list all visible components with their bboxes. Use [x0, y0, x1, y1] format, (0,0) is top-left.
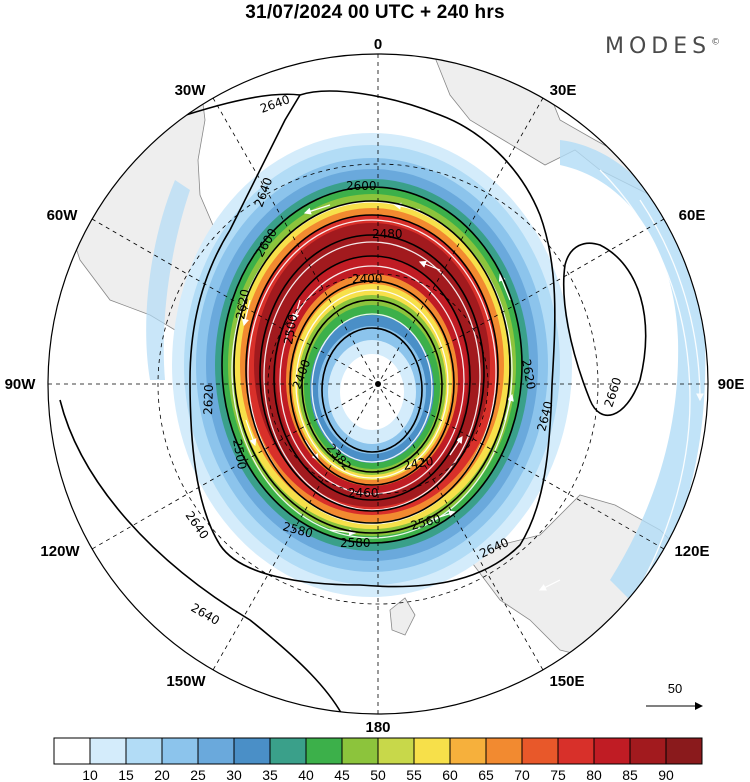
- contour-2580: [233, 200, 511, 534]
- contour-label: 2480: [372, 227, 403, 241]
- lon-label-60w: 60W: [47, 207, 79, 224]
- lon-label-120e: 120E: [674, 543, 709, 560]
- contour-2400: [301, 299, 443, 473]
- contour-label: 2580: [340, 536, 371, 550]
- reference-vector-label: 50: [668, 681, 682, 696]
- map-border: [47, 53, 709, 715]
- chart-title: 31/07/2024 00 UTC + 240 hrs: [245, 2, 505, 23]
- contour-label: 2500: [230, 438, 249, 471]
- contour-label: 2460: [348, 486, 379, 500]
- lon-label-150e: 150E: [549, 673, 584, 690]
- contour-label: 2620: [233, 288, 252, 321]
- geopotential-contours: [59, 90, 647, 714]
- brand-logo: MODES©: [605, 34, 720, 59]
- contour-label: 2400: [352, 272, 383, 286]
- reference-vector: 50: [646, 681, 703, 710]
- contour-label: 2500: [281, 313, 300, 346]
- brand-text: MODES: [605, 34, 712, 59]
- contour-label: 2620: [201, 384, 216, 415]
- contour-2460: [273, 255, 471, 501]
- contour-2560: [245, 214, 499, 524]
- contour-label: 2420: [402, 454, 435, 473]
- new-zealand-land: [389, 597, 416, 636]
- wind-speed-shading: [146, 133, 706, 610]
- eastern-jet-band: [560, 140, 706, 610]
- copyright-mark: ©: [711, 37, 721, 48]
- lon-label-120w: 120W: [40, 543, 80, 560]
- lon-label-90e: 90E: [718, 376, 745, 393]
- lon-label-150w: 150W: [166, 673, 206, 690]
- contour-2500: [259, 234, 485, 512]
- map-disc: [48, 54, 708, 714]
- contour-2382: [321, 327, 423, 453]
- lon-label-0: 0: [374, 36, 382, 53]
- lon-label-60e: 60E: [679, 207, 706, 224]
- lon-label-180: 180: [365, 719, 390, 736]
- lon-label-30e: 30E: [550, 82, 577, 99]
- contour-2600: [221, 186, 523, 544]
- longitude-labels: 0 30E 60E 90E 120E 150E 180 150W 120W 90…: [5, 36, 745, 736]
- contour-label: 2620: [519, 358, 538, 391]
- south-pole-marker: [375, 381, 381, 387]
- contour-2640-west: [59, 399, 346, 714]
- lon-label-30w: 30W: [175, 82, 207, 99]
- contour-2420: [289, 280, 455, 486]
- contour-2640-outer: [189, 90, 556, 588]
- contour-2660: [562, 242, 647, 417]
- contour-label: 2600: [346, 179, 377, 193]
- lon-label-90w: 90W: [5, 376, 37, 393]
